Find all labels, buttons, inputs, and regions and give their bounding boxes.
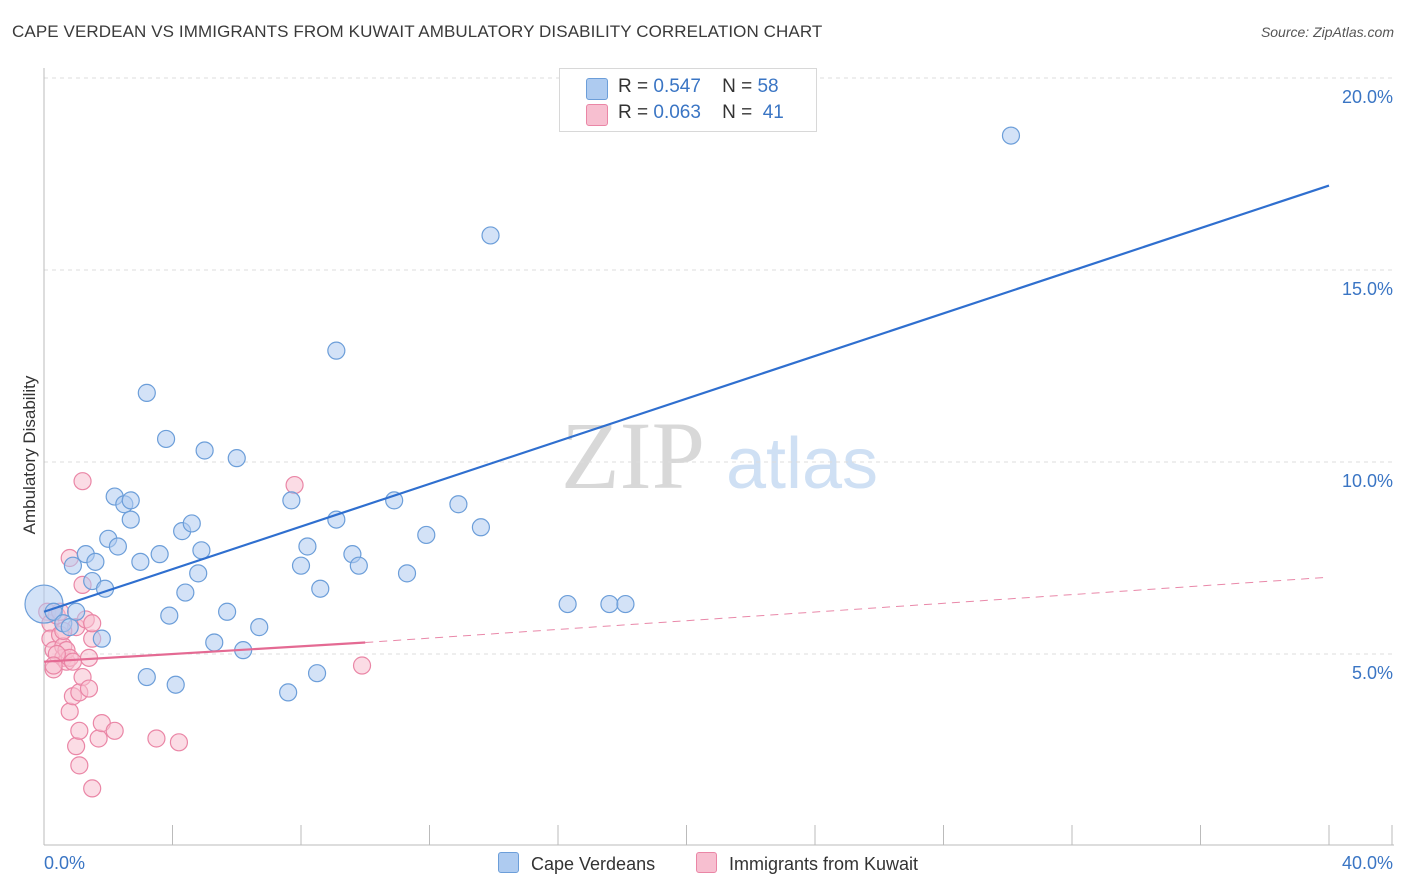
watermark-zip: ZIP: [561, 402, 705, 509]
legend-text-blue: R = 0.547 N = 58: [618, 76, 779, 98]
pink-point-24: [79, 679, 99, 698]
blue-point-18: [137, 667, 156, 687]
blue-point-21: [156, 429, 176, 449]
x-tick-label-40: 40.0%: [1342, 853, 1393, 873]
pink-point-20: [70, 756, 89, 775]
blue-point-34: [250, 618, 269, 637]
n-value-blue: 58: [757, 76, 779, 97]
blue-point-29: [195, 441, 214, 460]
bottom-legend-swatch-blue: [498, 852, 519, 873]
pink-point-13: [60, 702, 79, 721]
blue-point-52: [600, 594, 619, 614]
bottom-legend-cape-verdeans: Cape Verdeans: [498, 852, 655, 875]
pink-point-17: [67, 737, 86, 756]
n-label: N =: [722, 102, 753, 123]
chart-title: CAPE VERDEAN VS IMMIGRANTS FROM KUWAIT A…: [12, 22, 823, 41]
pink-point-18: [70, 721, 89, 740]
blue-point-32: [227, 449, 246, 468]
blue-point-10: [92, 629, 111, 648]
y-tick-label-5: 5.0%: [1352, 663, 1393, 683]
pink-series-points: [38, 472, 372, 798]
legend-text-pink: R = 0.063 N = 41: [618, 102, 784, 124]
pink-point-27: [83, 614, 102, 633]
blue-point-8: [86, 552, 105, 571]
blue-point-54: [1001, 126, 1021, 145]
pink-point-33: [147, 729, 166, 748]
blue-point-23: [166, 675, 185, 694]
bottom-legend-swatch-pink: [696, 852, 717, 873]
blue-point-31: [218, 602, 237, 621]
blue-point-38: [298, 537, 317, 556]
blue-point-39: [307, 664, 327, 683]
blue-point-26: [182, 514, 201, 533]
blue-trend-line: [43, 184, 1330, 613]
n-label: N =: [722, 76, 753, 97]
pink-point-40: [44, 656, 63, 675]
blue-series-points: [24, 126, 1021, 702]
blue-point-5: [63, 556, 83, 575]
blue-point-30: [205, 633, 224, 652]
stats-legend: R = 0.547 N = 58 R = 0.063 N = 41: [559, 68, 817, 132]
watermark-atlas: atlas: [726, 424, 878, 504]
blue-point-48: [449, 495, 468, 514]
blue-point-16: [121, 510, 140, 529]
r-value-blue: 0.547: [653, 76, 701, 97]
tick-labels: 5.0% 10.0% 15.0% 20.0% 0.0% 40.0%: [44, 87, 1393, 873]
pink-point-29: [89, 729, 108, 748]
pink-point-36: [352, 656, 372, 675]
r-value-pink: 0.063: [653, 102, 701, 123]
blue-point-12: [108, 537, 127, 556]
pink-point-39: [63, 652, 83, 671]
pink-trend-line: [43, 641, 366, 663]
r-label: R =: [618, 76, 649, 97]
pink-trend-extension: [365, 576, 1330, 643]
blue-point-42: [327, 341, 346, 360]
blue-point-44: [349, 556, 368, 575]
blue-point-4: [67, 602, 86, 621]
blue-point-46: [397, 564, 417, 583]
y-tick-label-15: 15.0%: [1342, 279, 1393, 299]
n-value-pink: 41: [762, 102, 784, 123]
r-label: R =: [618, 102, 649, 123]
blue-point-37: [291, 556, 311, 575]
pink-point-28: [83, 779, 102, 798]
blue-point-17: [131, 552, 150, 571]
blue-point-25: [176, 583, 195, 602]
blue-point-27: [189, 564, 208, 583]
x-tick-label-0: 0.0%: [44, 853, 85, 873]
blue-point-40: [311, 579, 330, 598]
grid: [44, 77, 1394, 655]
bottom-legend-label-pink: Immigrants from Kuwait: [729, 854, 919, 874]
blue-point-51: [558, 594, 577, 614]
pink-point-34: [169, 733, 189, 752]
trend-lines: [43, 184, 1330, 663]
blue-point-3: [60, 618, 79, 637]
blue-point-35: [279, 683, 298, 702]
blue-point-28: [192, 541, 211, 560]
pink-point-31: [73, 472, 92, 491]
legend-swatch-blue: [586, 78, 608, 100]
y-tick-label-10: 10.0%: [1342, 471, 1393, 491]
bottom-legend-kuwait: Immigrants from Kuwait: [696, 852, 918, 875]
blue-point-20: [150, 545, 169, 564]
legend-swatch-pink: [586, 104, 608, 126]
y-tick-label-20: 20.0%: [1342, 87, 1393, 107]
axes: [43, 68, 1394, 846]
blue-point-47: [417, 525, 436, 545]
blue-point-50: [481, 226, 500, 245]
blue-point-19: [137, 383, 156, 402]
blue-point-36: [282, 491, 301, 510]
bottom-legend-label-blue: Cape Verdeans: [531, 854, 656, 874]
pink-point-32: [105, 721, 124, 740]
source-label: Source: ZipAtlas.com: [1260, 24, 1394, 40]
blue-point-53: [616, 594, 635, 614]
y-axis-label: Ambulatory Disability: [20, 375, 39, 535]
pink-point-35: [285, 475, 304, 495]
blue-point-15: [121, 491, 140, 510]
watermark: ZIP atlas: [561, 402, 878, 509]
blue-point-22: [160, 606, 179, 625]
blue-point-49: [471, 518, 490, 537]
